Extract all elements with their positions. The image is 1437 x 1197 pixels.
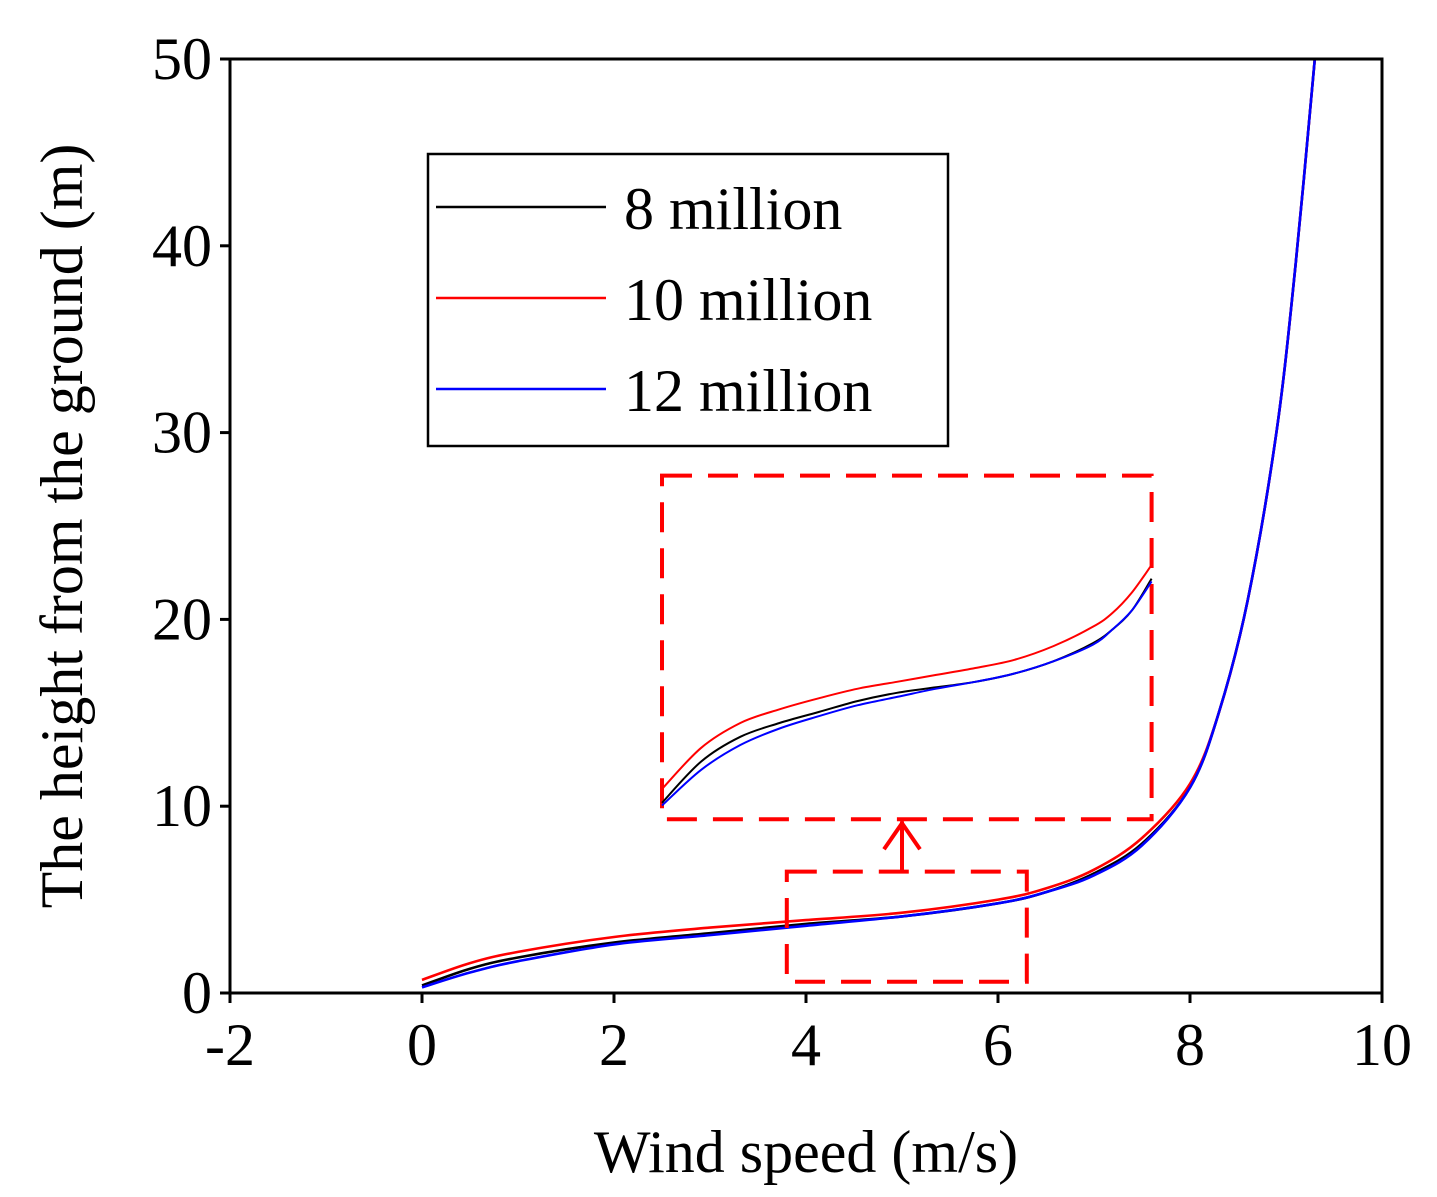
legend: 8 million 10 million 12 million xyxy=(426,152,950,448)
inset-line-12-million xyxy=(661,580,1153,807)
inset-series-group xyxy=(661,564,1153,807)
main-series-group xyxy=(421,59,1317,989)
legend-label: 10 million xyxy=(624,267,872,333)
zoom-arrow-head xyxy=(882,819,922,851)
x-tick-label: 4 xyxy=(791,1012,821,1078)
y-axis: 0 10 20 30 40 50 xyxy=(152,26,230,1026)
y-tick-label: 20 xyxy=(152,586,212,652)
zoom-annotation xyxy=(660,473,1154,984)
x-axis: -2 0 2 4 6 8 10 xyxy=(205,993,1412,1078)
zoom-region-box xyxy=(784,869,1029,984)
inset-box xyxy=(660,473,1154,822)
x-tick-label: -2 xyxy=(205,1012,255,1078)
y-tick-label: 0 xyxy=(182,960,212,1026)
y-tick-label: 10 xyxy=(152,773,212,839)
x-tick-label: 0 xyxy=(407,1012,437,1078)
y-tick-label: 40 xyxy=(152,213,212,279)
x-axis-title: Wind speed (m/s) xyxy=(594,1119,1018,1185)
inset-line-10-million xyxy=(661,564,1153,790)
x-tick-label: 8 xyxy=(1175,1012,1205,1078)
legend-box xyxy=(426,152,950,448)
x-tick-label: 2 xyxy=(599,1012,629,1078)
x-tick-label: 6 xyxy=(983,1012,1013,1078)
x-tick-label: 10 xyxy=(1352,1012,1412,1078)
y-axis-title: The height from the ground (m) xyxy=(29,144,95,909)
legend-label: 8 million xyxy=(624,176,842,242)
series-line-12-million xyxy=(421,59,1317,989)
y-tick-label: 30 xyxy=(152,400,212,466)
legend-label: 12 million xyxy=(624,358,872,424)
y-tick-label: 50 xyxy=(152,26,212,92)
